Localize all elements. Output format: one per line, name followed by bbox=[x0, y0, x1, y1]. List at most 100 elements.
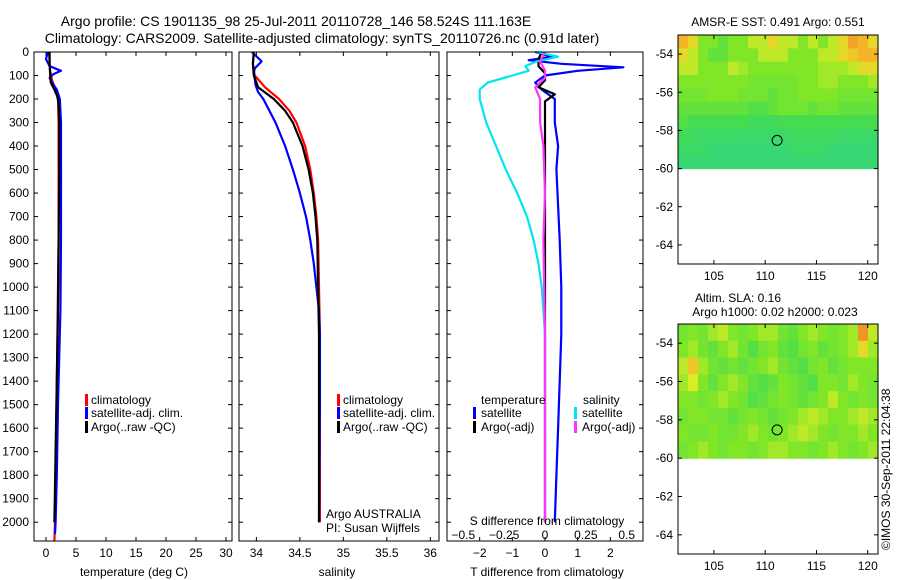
map-cell bbox=[848, 48, 859, 63]
map-cell bbox=[858, 35, 869, 49]
map-cell bbox=[858, 357, 869, 375]
map-cell bbox=[748, 357, 759, 375]
map-cell bbox=[738, 88, 749, 103]
legend-t-satellite: satellite bbox=[481, 406, 522, 420]
map-cell bbox=[818, 155, 829, 170]
map-cell bbox=[698, 374, 709, 392]
y-tick-label: 600 bbox=[9, 186, 29, 200]
map-cell bbox=[848, 75, 859, 90]
map-cell bbox=[818, 101, 829, 116]
map-cell bbox=[798, 407, 809, 426]
map-cell bbox=[708, 441, 719, 459]
x-tick-label: 34.5 bbox=[288, 546, 312, 560]
map-cell bbox=[758, 324, 769, 342]
map-cell bbox=[748, 391, 759, 409]
map-cell bbox=[688, 324, 699, 342]
map-cell bbox=[688, 357, 699, 375]
sla-map-panel: Altim. SLA: 0.16 Argo h1000: 0.02 h2000:… bbox=[656, 291, 879, 573]
map-cell bbox=[738, 407, 749, 426]
map-cell bbox=[758, 128, 769, 143]
map-cell bbox=[798, 61, 809, 76]
map-cell bbox=[798, 391, 809, 409]
legend-heading-salinity: salinity bbox=[583, 393, 620, 407]
map-cell bbox=[738, 48, 749, 63]
map-cell bbox=[818, 48, 829, 63]
legend-satellite: satellite-adj. clim. bbox=[343, 406, 435, 420]
map-cell bbox=[678, 324, 689, 342]
series-climatology bbox=[251, 51, 321, 523]
lat-tick-label: -58 bbox=[656, 413, 674, 427]
map-cell bbox=[858, 48, 869, 63]
map-cell bbox=[808, 101, 819, 116]
float-position-marker bbox=[771, 424, 783, 436]
map-cell bbox=[848, 374, 859, 392]
map-cell bbox=[738, 441, 749, 459]
map-cell bbox=[818, 128, 829, 143]
map-cell bbox=[688, 48, 699, 63]
map-cell bbox=[708, 101, 719, 116]
map-cell bbox=[808, 340, 819, 359]
map-cell bbox=[858, 115, 869, 130]
map-cell bbox=[848, 88, 859, 103]
map-cell bbox=[848, 115, 859, 130]
map-cell bbox=[838, 374, 849, 392]
map-cell bbox=[708, 128, 719, 143]
map-cell bbox=[818, 357, 829, 375]
map-cell bbox=[868, 340, 879, 359]
map-cell bbox=[718, 61, 729, 76]
map-cell bbox=[688, 101, 699, 116]
map-cell bbox=[838, 35, 849, 49]
map-cell bbox=[788, 141, 799, 156]
map-cell bbox=[848, 407, 859, 426]
legend-swatch-t-argo bbox=[473, 421, 476, 433]
map-cell bbox=[718, 128, 729, 143]
map-cell bbox=[788, 48, 799, 63]
map-cell bbox=[818, 407, 829, 426]
salinity-legend: climatology satellite-adj. clim. Argo(..… bbox=[337, 393, 435, 434]
x-tick-label: 2 bbox=[607, 546, 614, 560]
map-cell bbox=[788, 61, 799, 76]
map-cell bbox=[838, 128, 849, 143]
y-tick-label: 200 bbox=[9, 92, 29, 106]
s-tick-label: −0.5 bbox=[451, 528, 475, 542]
map-cell bbox=[738, 155, 749, 170]
y-tick-label: 1700 bbox=[2, 445, 29, 459]
map-cell bbox=[858, 75, 869, 90]
x-tick-label: 15 bbox=[129, 546, 143, 560]
lon-tick-label: 110 bbox=[756, 559, 775, 573]
map-cell bbox=[708, 141, 719, 156]
map-cell bbox=[748, 424, 759, 442]
lat-tick-label: -60 bbox=[656, 162, 674, 176]
y-tick-label: 700 bbox=[9, 210, 29, 224]
lat-tick-label: -64 bbox=[656, 528, 674, 542]
x-tick-label: −1 bbox=[505, 546, 519, 560]
map-cell bbox=[778, 48, 789, 63]
map-cell bbox=[678, 441, 689, 459]
map-cell bbox=[798, 374, 809, 392]
difference-panel: −2 −1 0 1 2 −0.5 −0.25 0 0.25 0.5 S difference fr… bbox=[446, 50, 644, 579]
x-tick-label: 35 bbox=[337, 546, 351, 560]
map-cell bbox=[718, 441, 729, 459]
map-cell bbox=[848, 424, 859, 442]
map-cell bbox=[698, 35, 709, 49]
map-cell bbox=[778, 88, 789, 103]
map-cell bbox=[678, 340, 689, 359]
map-cell bbox=[798, 101, 809, 116]
imos-credit: ©IMOS 30-Sep-2011 22:04:38 bbox=[879, 388, 893, 550]
lat-tick-label: -64 bbox=[656, 238, 674, 252]
map-cell bbox=[808, 75, 819, 90]
map-cell bbox=[738, 61, 749, 76]
map-cell bbox=[768, 391, 779, 409]
map-cell bbox=[748, 75, 759, 90]
map-cell bbox=[848, 441, 859, 459]
map-cell bbox=[838, 424, 849, 442]
map-cell bbox=[798, 88, 809, 103]
legend-heading-temperature: temperature bbox=[481, 393, 546, 407]
map-cell bbox=[678, 155, 689, 170]
map-cell bbox=[858, 324, 869, 342]
map-cell bbox=[798, 340, 809, 359]
map-cell bbox=[818, 340, 829, 359]
legend-climatology: climatology bbox=[91, 393, 151, 407]
map-cell bbox=[868, 128, 879, 143]
sst-map-axes-box bbox=[677, 34, 879, 265]
